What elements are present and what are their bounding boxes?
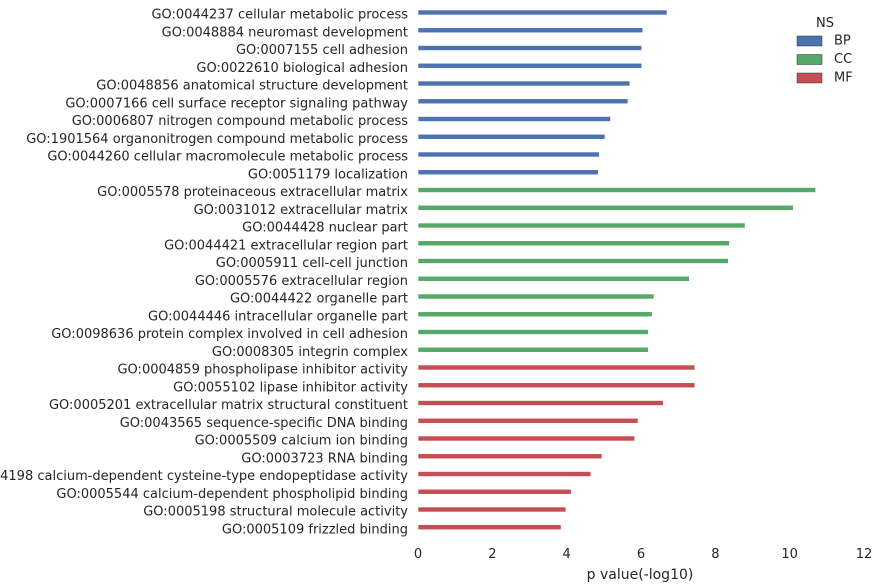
legend-label: MF — [834, 71, 853, 86]
x-tick-label: 6 — [637, 547, 645, 562]
bar — [417, 169, 599, 176]
category-label: GO:0043565 sequence-specific DNA binding — [120, 416, 408, 431]
bar — [417, 62, 643, 69]
category-label: GO:0051179 localization — [248, 167, 408, 182]
bar — [417, 435, 635, 442]
bar — [417, 98, 629, 105]
category-label: GO:0044421 extracellular region part — [164, 238, 408, 253]
bar — [417, 222, 746, 229]
x-axis-label: p value(-log10) — [587, 567, 694, 583]
category-label: GO:0003723 RNA binding — [241, 451, 408, 466]
bar — [417, 116, 611, 122]
category-label: GO:0005911 cell-cell junction — [216, 256, 408, 271]
category-label: GO:1901564 organonitrogen compound metab… — [26, 132, 408, 147]
bar — [417, 329, 649, 335]
bar-group — [417, 9, 816, 531]
category-label: GO:0005109 frizzled binding — [222, 522, 408, 537]
category-label: GO:0044446 intracellular organelle part — [148, 309, 408, 324]
category-label: GO:0055102 lipase inhibitor activity — [173, 380, 408, 395]
bar — [417, 133, 606, 140]
category-label-group: GO:0044237 cellular metabolic process GO:… — [0, 8, 408, 538]
x-tick-label: 8 — [711, 547, 719, 562]
category-label: GO:0044260 cellular macromolecule metabo… — [47, 150, 408, 165]
x-tick-label: 10 — [781, 547, 798, 562]
bar — [417, 27, 644, 34]
category-label: GO:0048884 neuromast development — [162, 25, 408, 40]
category-label: GO:0031012 extracellular matrix — [194, 203, 409, 218]
bar — [417, 45, 643, 51]
legend-entry-group: BP CC MF — [796, 34, 853, 86]
legend-swatch — [796, 54, 823, 65]
bar — [417, 488, 572, 495]
legend-label: CC — [834, 52, 852, 67]
bar — [417, 417, 639, 424]
bar — [417, 506, 567, 513]
legend-swatch — [796, 35, 823, 47]
category-label: GO:0044428 nuclear part — [242, 221, 408, 236]
category-label: GO:0048856 anatomical structure developm… — [96, 79, 408, 94]
legend: NS BP CC MF — [796, 16, 853, 86]
bar — [417, 80, 631, 87]
bar — [417, 293, 655, 300]
category-label: GO:0098636 protein complex involved in c… — [51, 327, 408, 342]
category-label: GO:0008305 integrin complex — [212, 345, 408, 360]
bar — [417, 311, 653, 318]
bar — [417, 524, 562, 531]
category-label: GO:0007155 cell adhesion — [236, 43, 408, 58]
category-label: GO:0005201 extracellular matrix structur… — [49, 398, 408, 413]
x-tick-label: 0 — [414, 547, 422, 562]
bar — [417, 9, 668, 16]
legend-title: NS — [816, 16, 834, 31]
bar — [417, 187, 816, 193]
legend-swatch — [796, 72, 823, 84]
bar — [417, 151, 600, 158]
x-tick-label: 2 — [488, 547, 496, 562]
bar — [417, 382, 696, 389]
category-label: GO:0022610 biological adhesion — [196, 61, 408, 76]
category-label: GO:0044422 organelle part — [230, 292, 408, 307]
x-tick-label-group: 0 2 4 6 8 10 12 — [414, 547, 872, 562]
category-label: GO:0044237 cellular metabolic process — [151, 8, 408, 23]
category-label: GO:0005198 structural molecule activity — [143, 505, 408, 520]
category-label: GO:0005576 extracellular region — [195, 274, 408, 289]
bar — [417, 275, 690, 282]
category-label: GO:0007166 cell surface receptor signali… — [65, 96, 408, 111]
bar — [417, 258, 729, 264]
category-label: GO:0005544 calcium-dependent phospholipi… — [56, 487, 408, 502]
bar — [417, 400, 664, 406]
x-tick-label: 4 — [563, 547, 571, 562]
bar — [417, 240, 730, 247]
category-label: GO:0006807 nitrogen compound metabolic p… — [72, 114, 409, 129]
bar — [417, 204, 794, 211]
bar — [417, 453, 603, 460]
legend-label: BP — [834, 34, 851, 49]
x-tick-label: 12 — [856, 547, 873, 562]
category-label: GO:0005578 proteinaceous extracellular m… — [97, 185, 408, 200]
category-label: GO:0004859 phospholipase inhibitor activ… — [117, 363, 408, 378]
bar — [417, 471, 592, 477]
bar — [417, 364, 696, 371]
category-label: GO:0005509 calcium ion binding — [195, 434, 408, 449]
category-label: GO:0004198 calcium-dependent cysteine-ty… — [0, 469, 408, 484]
bar — [417, 346, 649, 353]
